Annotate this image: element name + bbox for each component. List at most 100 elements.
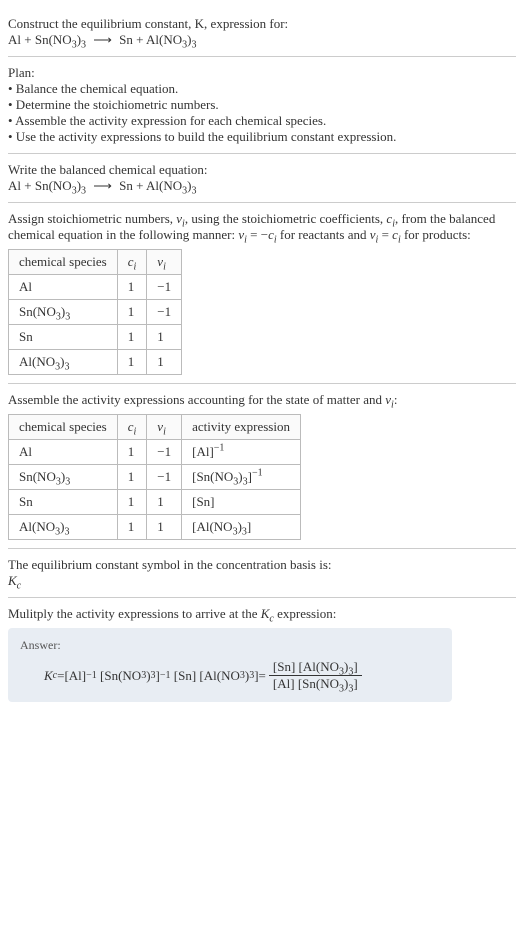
cell-c: 1: [117, 490, 147, 515]
sub: 3: [65, 477, 70, 488]
txt: ]: [353, 676, 357, 691]
txt: Sn: [19, 329, 33, 344]
cell-species: Al(NO3)3: [9, 350, 118, 375]
table-row: Al(NO3)3 1 1 [Al(NO3)3]: [9, 515, 301, 540]
reactant-a: Al: [8, 32, 21, 47]
table-row: Al(NO3)3 1 1: [9, 350, 182, 375]
table-row: Sn(NO3)3 1 −1: [9, 300, 182, 325]
plus: +: [21, 178, 35, 193]
fraction: [Sn] [Al(NO3)3] [Al] [Sn(NO3)3]: [269, 659, 362, 692]
txt: [Sn]: [192, 494, 214, 509]
txt: Al(NO: [19, 519, 55, 534]
cell-species: Al(NO3)3: [9, 515, 118, 540]
txt: Assemble the activity expressions accoun…: [8, 392, 385, 407]
cell-nu: −1: [147, 300, 182, 325]
plan-bullet: • Determine the stoichiometric numbers.: [8, 97, 516, 113]
cell-nu: 1: [147, 350, 182, 375]
balanced-section: Write the balanced chemical equation: Al…: [8, 154, 516, 203]
sub: i: [134, 427, 137, 438]
cell-c: 1: [117, 300, 147, 325]
txt: ): [146, 668, 150, 684]
plus: +: [21, 32, 35, 47]
prompt-heading: Construct the equilibrium constant, K, e…: [8, 16, 516, 32]
equals: =: [259, 668, 266, 684]
plus: +: [133, 32, 146, 47]
plan-section: Plan: • Balance the chemical equation. •…: [8, 57, 516, 154]
cell-activity: [Al]−1: [182, 440, 301, 465]
col-nu: νi: [147, 250, 182, 275]
product-b: Al(NO: [146, 32, 182, 47]
sub: i: [163, 262, 166, 273]
txt: =: [378, 227, 392, 242]
col-activity: activity expression: [182, 415, 301, 440]
cell-species: Sn(NO3)3: [9, 465, 118, 490]
txt: [Al(NO: [192, 519, 232, 534]
col-c: ci: [117, 415, 147, 440]
txt: Assign stoichiometric numbers,: [8, 211, 176, 226]
sub: 3: [191, 40, 196, 51]
cell-c: 1: [117, 275, 147, 300]
prompt-section: Construct the equilibrium constant, K, e…: [8, 8, 516, 57]
sub: i: [134, 262, 137, 273]
product-a: Sn: [119, 32, 133, 47]
balanced-equation: Al + Sn(NO3)3 Sn + Al(NO3)3: [8, 178, 516, 194]
term: [Sn(NO: [100, 668, 141, 684]
col-species: chemical species: [9, 250, 118, 275]
txt: expression:: [274, 606, 336, 621]
sup: −1: [214, 443, 225, 454]
reactant-b: Sn(NO: [35, 178, 72, 193]
stoich-section: Assign stoichiometric numbers, νi , using…: [8, 203, 516, 384]
cell-species: Sn(NO3)3: [9, 300, 118, 325]
txt: [Sn(NO: [192, 469, 233, 484]
prompt-equation: Al + Sn(NO3)3 Sn + Al(NO3)3: [8, 32, 516, 48]
multiply-section: Mulitply the activity expressions to arr…: [8, 598, 516, 710]
answer-equation: Kc = [Al]−1 [Sn(NO3)3]−1 [Sn] [Al(NO3)3]…: [44, 659, 440, 692]
term: [Al(NO: [199, 668, 239, 684]
reactant-a: Al: [8, 178, 21, 193]
K: K: [8, 573, 17, 588]
table-row: Sn 1 1: [9, 325, 182, 350]
txt: ]: [353, 659, 357, 674]
symbol-value: Kc: [8, 573, 516, 589]
cell-c: 1: [117, 440, 147, 465]
txt: Sn: [19, 494, 33, 509]
table-header-row: chemical species ci νi: [9, 250, 182, 275]
term: [Sn]: [174, 668, 196, 684]
txt: [Sn]: [273, 659, 299, 674]
table-header-row: chemical species ci νi activity expressi…: [9, 415, 301, 440]
activity-section: Assemble the activity expressions accoun…: [8, 384, 516, 549]
cell-activity: [Sn(NO3)3]−1: [182, 465, 301, 490]
stoich-table: chemical species ci νi Al 1 −1 Sn(NO3)3 …: [8, 249, 182, 375]
plan-bullet: • Assemble the activity expression for e…: [8, 113, 516, 129]
plus: +: [133, 178, 146, 193]
cell-nu: −1: [147, 275, 182, 300]
txt: for products:: [401, 227, 471, 242]
activity-heading: Assemble the activity expressions accoun…: [8, 392, 516, 408]
txt: Al: [19, 444, 32, 459]
cell-species: Al: [9, 275, 118, 300]
K: K: [44, 668, 53, 684]
answer-box: Answer: Kc = [Al]−1 [Sn(NO3)3]−1 [Sn] [A…: [8, 628, 452, 702]
col-species: chemical species: [9, 415, 118, 440]
txt: [Al]: [192, 444, 214, 459]
numerator: [Sn] [Al(NO3)3]: [269, 659, 362, 676]
txt: Sn(NO: [19, 304, 56, 319]
cell-nu: 1: [147, 515, 182, 540]
multiply-heading: Mulitply the activity expressions to arr…: [8, 606, 516, 622]
sub: 3: [65, 312, 70, 323]
arrow-icon: [89, 178, 116, 193]
activity-table: chemical species ci νi activity expressi…: [8, 414, 301, 540]
txt: , using the stoichiometric coefficients,: [185, 211, 387, 226]
table-row: Sn(NO3)3 1 −1 [Sn(NO3)3]−1: [9, 465, 301, 490]
txt: = −: [247, 227, 268, 242]
cell-activity: [Sn]: [182, 490, 301, 515]
table-row: Al 1 −1 [Al]−1: [9, 440, 301, 465]
equals: =: [57, 668, 64, 684]
txt: ]: [247, 519, 251, 534]
cell-activity: [Al(NO3)3]: [182, 515, 301, 540]
symbol-heading: The equilibrium constant symbol in the c…: [8, 557, 516, 573]
cell-nu: −1: [147, 440, 182, 465]
cell-c: 1: [117, 465, 147, 490]
balanced-heading: Write the balanced chemical equation:: [8, 162, 516, 178]
cell-species: Sn: [9, 325, 118, 350]
